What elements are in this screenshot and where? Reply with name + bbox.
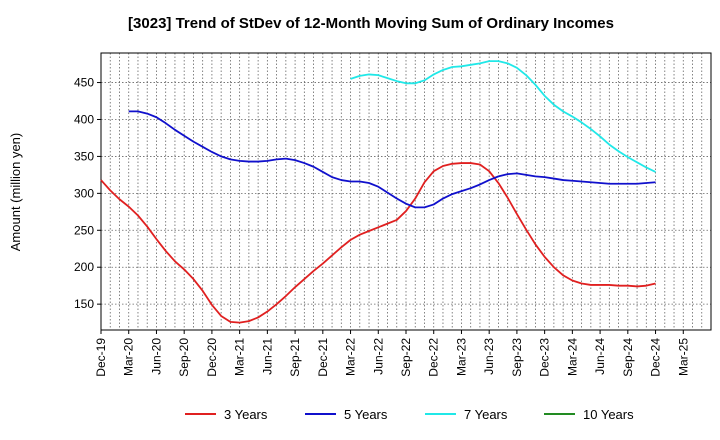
- y-tick-label: 400: [74, 112, 94, 126]
- legend: 3 Years 5 Years 7 Years 10 Years: [185, 407, 634, 422]
- x-tick-label: Dec-20: [205, 338, 219, 377]
- series-line-1: [100, 162, 656, 324]
- x-tick-label: Jun-23: [482, 338, 496, 375]
- x-tick-label: Jun-21: [260, 338, 274, 375]
- series-lines: [100, 60, 656, 324]
- x-tick-label: Sep-20: [177, 338, 191, 377]
- x-tick-label: Mar-21: [233, 338, 247, 376]
- x-tick-label: Sep-23: [510, 338, 524, 377]
- y-tick-label: 300: [74, 186, 94, 200]
- x-tick-label: Dec-19: [94, 338, 108, 377]
- x-tick-label: Dec-21: [316, 338, 330, 377]
- y-axis: 150 200 250 300 350 400 450: [74, 76, 101, 311]
- series-line-2: [128, 110, 656, 209]
- series-line-3: [350, 60, 656, 173]
- x-tick-label: Dec-22: [427, 338, 441, 377]
- x-tick-label: Mar-23: [454, 338, 468, 376]
- x-tick-label: Sep-21: [288, 338, 302, 377]
- x-axis: Dec-19 Mar-20 Jun-20 Sep-20 Dec-20 Mar-21 Jun-…: [94, 330, 690, 377]
- y-axis-label: Amount (million yen): [8, 133, 23, 252]
- x-tick-label: Sep-22: [399, 338, 413, 377]
- x-tick-label: Dec-23: [538, 338, 552, 377]
- x-tick-label: Mar-25: [676, 338, 690, 376]
- legend-label: 3 Years: [224, 407, 268, 422]
- legend-label: 10 Years: [583, 407, 634, 422]
- y-tick-label: 250: [74, 223, 94, 237]
- grid: [101, 53, 711, 330]
- x-tick-label: Sep-24: [621, 338, 635, 377]
- x-tick-label: Jun-20: [149, 338, 163, 375]
- x-tick-label: Mar-22: [344, 338, 358, 376]
- legend-label: 5 Years: [344, 407, 388, 422]
- legend-label: 7 Years: [464, 407, 508, 422]
- y-tick-label: 150: [74, 297, 94, 311]
- x-tick-label: Jun-22: [371, 338, 385, 375]
- x-tick-label: Dec-24: [649, 338, 663, 377]
- chart-title: [3023] Trend of StDev of 12-Month Moving…: [128, 15, 614, 32]
- x-tick-label: Mar-20: [122, 338, 136, 376]
- y-tick-label: 200: [74, 260, 94, 274]
- x-tick-label: Mar-24: [565, 338, 579, 376]
- y-tick-label: 450: [74, 76, 94, 90]
- y-tick-label: 350: [74, 149, 94, 163]
- x-tick-label: Jun-24: [593, 338, 607, 375]
